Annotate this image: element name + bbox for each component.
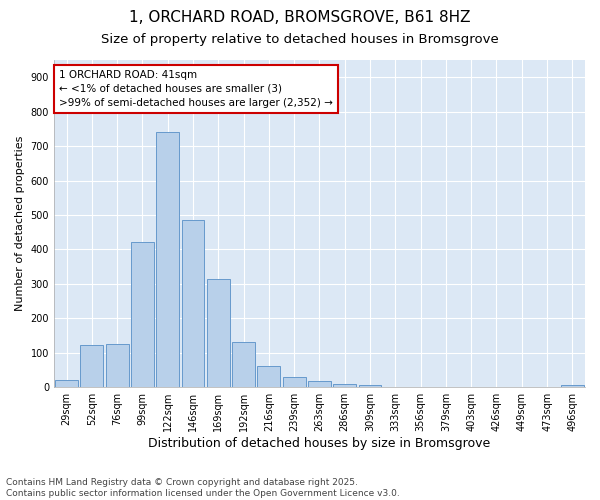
Text: 1, ORCHARD ROAD, BROMSGROVE, B61 8HZ: 1, ORCHARD ROAD, BROMSGROVE, B61 8HZ [129, 10, 471, 25]
Bar [182, 220, 205, 387]
Bar [561, 385, 584, 387]
Text: Size of property relative to detached houses in Bromsgrove: Size of property relative to detached ho… [101, 32, 499, 46]
Bar [157, 132, 179, 387]
Y-axis label: Number of detached properties: Number of detached properties [15, 136, 25, 312]
Bar [308, 381, 331, 387]
Bar [80, 345, 103, 387]
Bar [207, 278, 230, 387]
Bar [106, 344, 128, 387]
X-axis label: Distribution of detached houses by size in Bromsgrove: Distribution of detached houses by size … [148, 437, 491, 450]
Bar [131, 242, 154, 387]
Bar [257, 366, 280, 387]
Bar [55, 380, 78, 387]
Bar [334, 384, 356, 387]
Text: 1 ORCHARD ROAD: 41sqm
← <1% of detached houses are smaller (3)
>99% of semi-deta: 1 ORCHARD ROAD: 41sqm ← <1% of detached … [59, 70, 333, 108]
Bar [359, 386, 382, 387]
Text: Contains HM Land Registry data © Crown copyright and database right 2025.
Contai: Contains HM Land Registry data © Crown c… [6, 478, 400, 498]
Bar [232, 342, 255, 387]
Bar [283, 377, 305, 387]
